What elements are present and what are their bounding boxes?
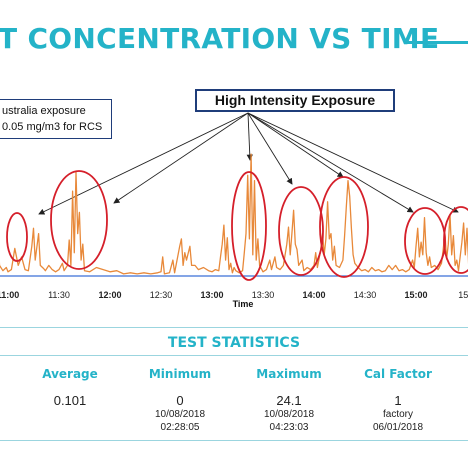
callout-arrow [247,112,414,213]
peak-ellipse [319,176,369,278]
callout-arrow [38,112,249,215]
stat-header: Average [42,367,98,381]
callout-arrows [38,112,459,215]
x-tick-label: 14:00 [302,290,325,300]
stat-date: 10/08/2018 [154,409,206,420]
x-axis-label: Time [233,299,254,309]
title-rule [404,41,468,44]
x-tick-label: 14:30 [354,290,377,300]
peak-ellipse [231,171,267,281]
stat-cal-factor: Cal Factor 1 factory 06/01/2018 [338,367,458,434]
x-tick-label: 11:00 [0,290,19,300]
callout-arrow [246,112,253,161]
high-intensity-callout: High Intensity Exposure [195,89,395,112]
stat-time: 02:28:05 [160,422,200,433]
series-line [0,153,468,275]
stat-average: Average 0.101 [10,367,130,408]
stat-time: 04:23:03 [269,422,309,433]
peak-ellipse [6,212,28,262]
peak-ellipse [404,207,446,275]
stat-maximum: Maximum 24.1 10/08/2018 04:23:03 [229,367,349,434]
divider-top [0,327,468,328]
stats-title: TEST STATISTICS [167,335,301,351]
stat-header: Minimum [148,367,212,381]
callout-arrow [113,112,249,204]
x-tick-label: 11:30 [48,290,70,300]
divider-header [0,355,468,356]
x-axis-ticks: 11:00 11:30 12:00 12:30 13:00 13:30 14:00 14:30… [0,290,468,300]
divider-bottom [0,440,468,441]
peak-ellipse [50,170,108,270]
callout-arrow [247,112,344,178]
x-tick-label: 15:00 [404,290,427,300]
stat-header: Maximum [256,367,322,381]
exposure-limit-line-1: ustralia exposure [2,105,86,117]
concentration-chart: 11:00 11:30 12:00 12:30 13:00 13:30 14:00 14:30… [0,112,468,309]
exposure-limit-line-2: 0.05 mg/m3 for RCS [2,121,103,133]
stat-cal-date: 06/01/2018 [372,422,424,433]
x-tick-label: 13:00 [200,290,223,300]
concentration-series [0,153,468,275]
x-tick-label: 13:30 [252,290,275,300]
callout-arrow [247,112,459,213]
callout-arrow [247,112,293,185]
x-tick-label: 12:00 [98,290,121,300]
peak-ellipse [443,206,468,274]
x-tick-label: 12:30 [150,290,173,300]
peak-ellipse [278,186,324,276]
stat-value: 0 [176,393,184,408]
stat-date: 10/08/2018 [263,409,315,420]
peak-highlights [6,170,468,281]
stat-value: 0.101 [53,393,87,408]
stat-minimum: Minimum 0 10/08/2018 02:28:05 [120,367,240,434]
stat-header: Cal Factor [364,367,432,381]
x-tick-label: 15:3 [458,290,468,300]
stat-value: 1 [394,393,402,408]
chart-title: T CONCENTRATION VS TIME [0,22,440,55]
stat-cal-source: factory [382,409,413,420]
stat-value: 24.1 [276,393,302,408]
exposure-limit-note: ustralia exposure 0.05 mg/m3 for RCS [0,99,112,139]
